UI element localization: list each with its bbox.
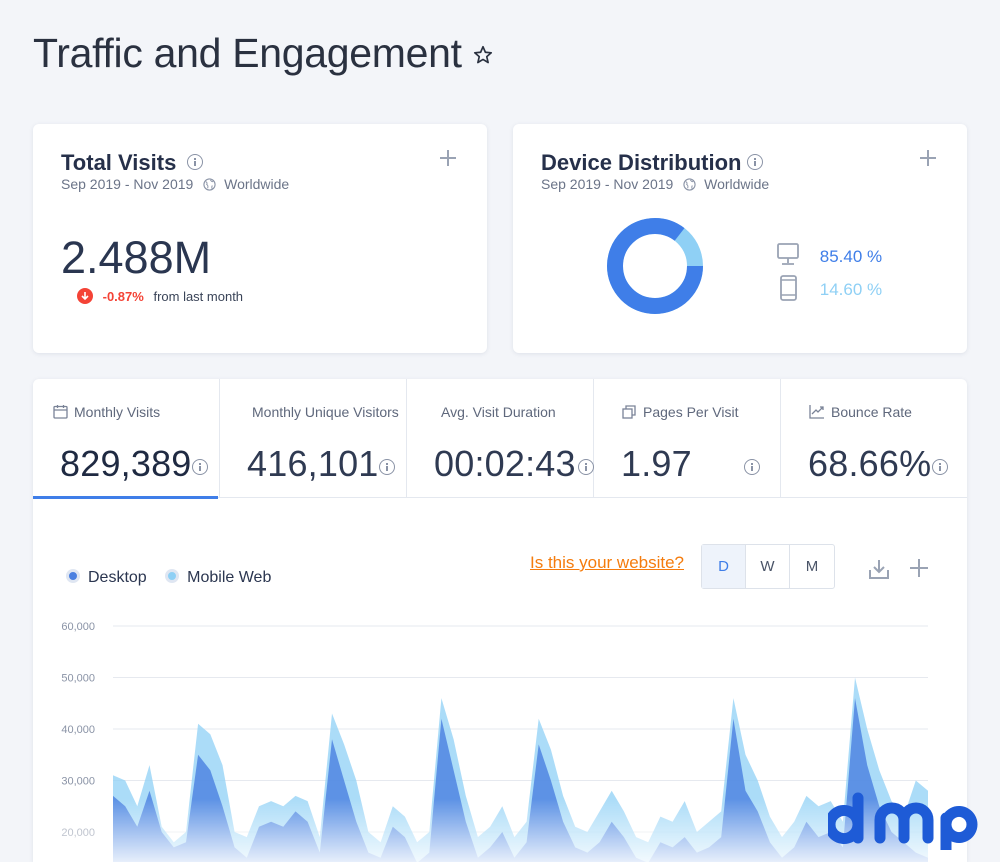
info-icon[interactable] — [578, 459, 594, 475]
device-distribution-title: Device Distribution — [541, 150, 742, 175]
date-range: Sep 2019 - Nov 2019 — [61, 176, 194, 192]
metric-value: 416,101 — [247, 443, 379, 484]
chart-legend: Desktop Mobile Web — [66, 569, 285, 587]
mobile-icon — [780, 275, 797, 301]
granularity-toggle: D W M — [701, 544, 835, 589]
change-suffix: from last month — [153, 289, 244, 304]
tab-monthly-visits[interactable]: Monthly Visits 829,389 — [33, 379, 220, 499]
calendar-icon — [53, 405, 68, 419]
date-range: Sep 2019 - Nov 2019 — [541, 176, 674, 192]
own-website-link[interactable]: Is this your website? — [530, 553, 685, 572]
tab-bounce-rate[interactable]: Bounce Rate 68.66% — [781, 379, 968, 498]
total-visits-subtitle: Sep 2019 - Nov 2019 Worldwide — [61, 176, 289, 192]
tab-pages-per-visit[interactable]: Pages Per Visit 1.97 — [594, 379, 781, 498]
engagement-metrics-panel: Monthly Visits 829,389 Monthly Unique Vi… — [33, 379, 967, 862]
metric-label: Avg. Visit Duration — [441, 404, 556, 420]
legend-dot-icon — [165, 569, 180, 583]
granularity-monthly-button[interactable]: M — [805, 558, 819, 575]
info-icon[interactable] — [379, 459, 395, 475]
desktop-icon — [777, 243, 799, 265]
add-icon[interactable] — [909, 558, 929, 578]
legend-desktop-label: Desktop — [88, 569, 147, 586]
granularity-weekly-button[interactable]: W — [746, 545, 790, 588]
legend-desktop[interactable]: Desktop — [66, 569, 147, 587]
metric-value: 68.66% — [808, 443, 932, 484]
globe-icon — [683, 178, 696, 191]
metric-value: 1.97 — [621, 443, 692, 484]
info-icon[interactable] — [192, 459, 208, 475]
dmp-logo — [828, 792, 978, 850]
globe-icon — [203, 178, 216, 191]
desktop-share-row: 85.40 % — [777, 242, 882, 268]
tab-avg-visit-duration[interactable]: Avg. Visit Duration 00:02:43 — [407, 379, 594, 498]
info-icon[interactable] — [932, 459, 948, 475]
arrow-down-icon — [77, 288, 93, 304]
legend-dot-icon — [66, 569, 80, 583]
add-icon[interactable] — [919, 149, 937, 167]
device-distribution-card: Device Distribution Sep 2019 - Nov 2019 … — [513, 124, 967, 353]
metric-label-text: Bounce Rate — [831, 404, 912, 420]
info-icon[interactable] — [744, 459, 760, 475]
trend-icon — [809, 405, 824, 419]
page-title: Traffic and Engagement — [33, 30, 462, 76]
total-visits-title: Total Visits — [61, 150, 177, 175]
metric-label: Pages Per Visit — [622, 404, 738, 420]
device-donut-chart — [607, 218, 703, 314]
metric-label: Bounce Rate — [809, 404, 912, 420]
info-icon[interactable] — [187, 154, 203, 170]
legend-mobile-label: Mobile Web — [187, 569, 272, 586]
change-row: -0.87% from last month — [77, 288, 243, 304]
region-label: Worldwide — [224, 176, 290, 192]
download-icon[interactable] — [867, 557, 891, 581]
total-visits-value: 2.488M — [61, 232, 212, 283]
donut-slice-desktop — [607, 218, 703, 314]
metric-label-text: Pages Per Visit — [643, 404, 739, 420]
metric-value: 829,389 — [60, 443, 192, 484]
device-distribution-subtitle: Sep 2019 - Nov 2019 Worldwide — [541, 176, 769, 192]
mobile-share-row: 14.60 % — [777, 275, 882, 301]
info-icon[interactable] — [747, 154, 763, 170]
desktop-share-value: 85.40 % — [819, 247, 883, 266]
change-value: -0.87% — [102, 289, 144, 304]
metric-value: 00:02:43 — [434, 443, 576, 484]
mobile-share-value: 14.60 % — [819, 280, 883, 299]
metric-tabs: Monthly Visits 829,389 Monthly Unique Vi… — [33, 379, 968, 499]
metric-label: Monthly Visits — [53, 404, 160, 420]
region-label: Worldwide — [704, 176, 770, 192]
metric-label-text: Monthly Visits — [74, 404, 161, 420]
metric-label: Monthly Unique Visitors — [252, 404, 399, 420]
total-visits-card: Total Visits Sep 2019 - Nov 2019 Worldwi… — [33, 124, 487, 353]
tab-monthly-unique-visitors[interactable]: Monthly Unique Visitors 416,101 — [220, 379, 407, 498]
star-outline-icon[interactable] — [472, 44, 494, 66]
add-icon[interactable] — [439, 149, 457, 167]
granularity-daily-button[interactable]: D — [702, 545, 746, 588]
traffic-area-chart: 60,00050,00040,00030,00020,000 — [33, 609, 967, 862]
legend-mobile-web[interactable]: Mobile Web — [165, 569, 271, 587]
pages-icon — [622, 405, 636, 419]
